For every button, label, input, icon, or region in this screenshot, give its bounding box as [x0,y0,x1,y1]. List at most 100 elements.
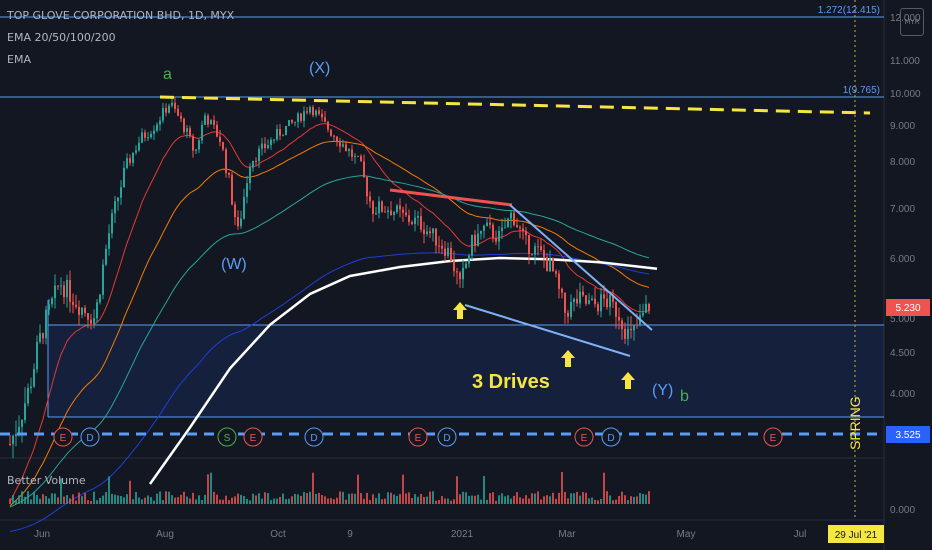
y-tick-label: 9.000 [890,121,915,132]
x-tick-label: Mar [558,529,576,540]
volume-bar [438,500,440,504]
last-price-label: 5.230 [895,303,920,314]
candle-body [171,102,173,106]
volume-bar [279,497,281,504]
volume-bar [597,500,599,504]
symbol-title: TOP GLOVE CORPORATION BHD, 1D, MYX [7,9,235,22]
overlays: a (X) (W) (Y) b 3 Drives SPRING E D S E D E D E D E [0,0,884,520]
candle-body [252,160,254,168]
candle-body [435,228,437,246]
candle-body [276,129,278,140]
candle-body [441,245,443,249]
candle-body [123,167,125,188]
candles [9,96,650,459]
candle-body [513,212,515,226]
candle-body [321,113,323,118]
x-tick-label: May [677,529,696,540]
volume-bar [201,500,203,504]
volume-bar [423,496,425,504]
candle-body [366,177,368,197]
volume-scale-label: 0.000 [890,505,915,516]
y-tick-label: 11.000 [890,56,920,67]
candle-body [81,307,83,315]
candle-body [540,246,542,251]
candle-body [9,444,11,445]
volume-bar [462,491,464,504]
volume-bar [42,494,44,504]
y-tick-label: 10.000 [890,89,921,100]
y-tick-label: 4.500 [890,348,915,359]
volume-bar [561,472,563,504]
candle-body [72,301,74,305]
volume-bar [111,493,113,504]
candle-body [480,230,482,234]
candle-body [129,158,131,163]
candle-body [603,294,605,299]
volume-bar [114,494,116,504]
candle-body [606,298,608,308]
axes: 12.000 11.000 10.000 9.000 8.000 7.000 6.000 5.… [34,13,930,543]
candle-body [231,174,233,205]
x-tick-label: 9 [347,529,353,540]
volume-bar [24,496,26,504]
y-tick-label: 12.000 [890,13,921,24]
candle-body [624,329,626,339]
candle-body [87,313,89,320]
candle-body [27,388,29,404]
event-marker [53,427,73,447]
arrow-icon [621,372,635,389]
candle-body [48,304,50,310]
candle-body [402,209,404,213]
candle-body [645,303,647,313]
candle-body [327,121,329,130]
candle-body [102,264,104,295]
x-tick-label: Jun [34,529,50,540]
currency-scale-button[interactable]: MYR [900,8,924,36]
volume-bar [351,493,353,504]
volume-bar [609,495,611,504]
candle-body [111,213,113,234]
last-price-tag [886,299,930,316]
candle-body [627,328,629,339]
volume-bar [96,500,98,504]
candle-body [516,225,518,228]
volume-bar [246,498,248,504]
candle-body [162,108,164,121]
volume-bar [36,494,38,504]
volume-bar [192,492,194,504]
candle-body [447,247,449,256]
volume-bar [579,495,581,504]
candle-body [15,434,17,436]
fib-label: 1(9.765) [843,85,880,96]
volume-bar [630,496,632,504]
candle-body [147,137,149,139]
volume-bar [648,491,650,504]
candle-body [399,205,401,210]
candle-body [225,149,227,173]
candle-body [393,212,395,215]
candle-body [390,210,392,215]
volume-bar [384,498,386,504]
fib-label: 1.272(12.415) [818,5,880,16]
volume-bar [459,494,461,504]
candle-body [555,271,557,274]
volume-bar [543,496,545,504]
volume-bar [489,493,491,504]
volume-bar [255,495,257,504]
candle-body [378,201,380,214]
volume-bar [126,494,128,504]
candle-body [303,111,305,121]
volume-bar [216,494,218,504]
candle-body [105,248,107,265]
volume-bar [558,492,560,504]
volume-bar [228,500,230,504]
volume-bar [588,498,590,504]
volume-bar [294,493,296,504]
volume-bar [75,500,77,504]
candle-body [375,213,377,215]
volume-bar [582,492,584,504]
candle-body [243,196,245,219]
volume-title: Better Volume [7,474,86,487]
candle-body [90,319,92,324]
